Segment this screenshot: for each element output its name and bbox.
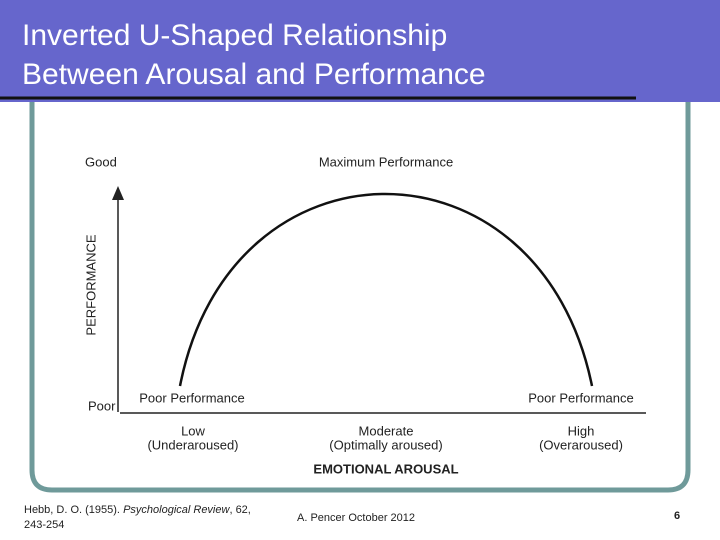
x-category: Moderate (359, 423, 414, 438)
title-bar (0, 0, 720, 102)
y-axis-arrow (112, 186, 124, 200)
x-category-detail: (Underaroused) (147, 437, 238, 452)
end-label: Poor Performance (528, 390, 634, 405)
curve (178, 192, 594, 387)
peak-label: Maximum Performance (319, 154, 453, 169)
citation-authors: Hebb, D. O. (1955). (24, 504, 120, 516)
citation-journal: Psychological Review (123, 504, 230, 516)
end-label: Poor Performance (139, 390, 245, 405)
y-top-label: Good (85, 154, 117, 169)
title-line: Inverted U-Shaped Relationship (22, 19, 447, 52)
content-frame (29, 102, 691, 493)
y-bottom-label: Poor (88, 398, 116, 413)
x-category: Low (181, 423, 205, 438)
y-axis-label: PERFORMANCE (83, 234, 98, 335)
x-category: High (568, 423, 595, 438)
title-line: Between Arousal and Performance (22, 58, 486, 91)
x-axis-label: EMOTIONAL AROUSAL (313, 461, 458, 476)
citation-volume: , 62, (229, 504, 250, 516)
citation: Hebb, D. O. (1955). Psychological Review… (24, 504, 251, 516)
citation-pages: 243-254 (24, 519, 64, 531)
page-number: 6 (674, 510, 680, 522)
x-category-detail: (Overaroused) (539, 437, 623, 452)
author-date: A. Pencer October 2012 (297, 512, 415, 524)
x-category-detail: (Optimally aroused) (329, 437, 442, 452)
